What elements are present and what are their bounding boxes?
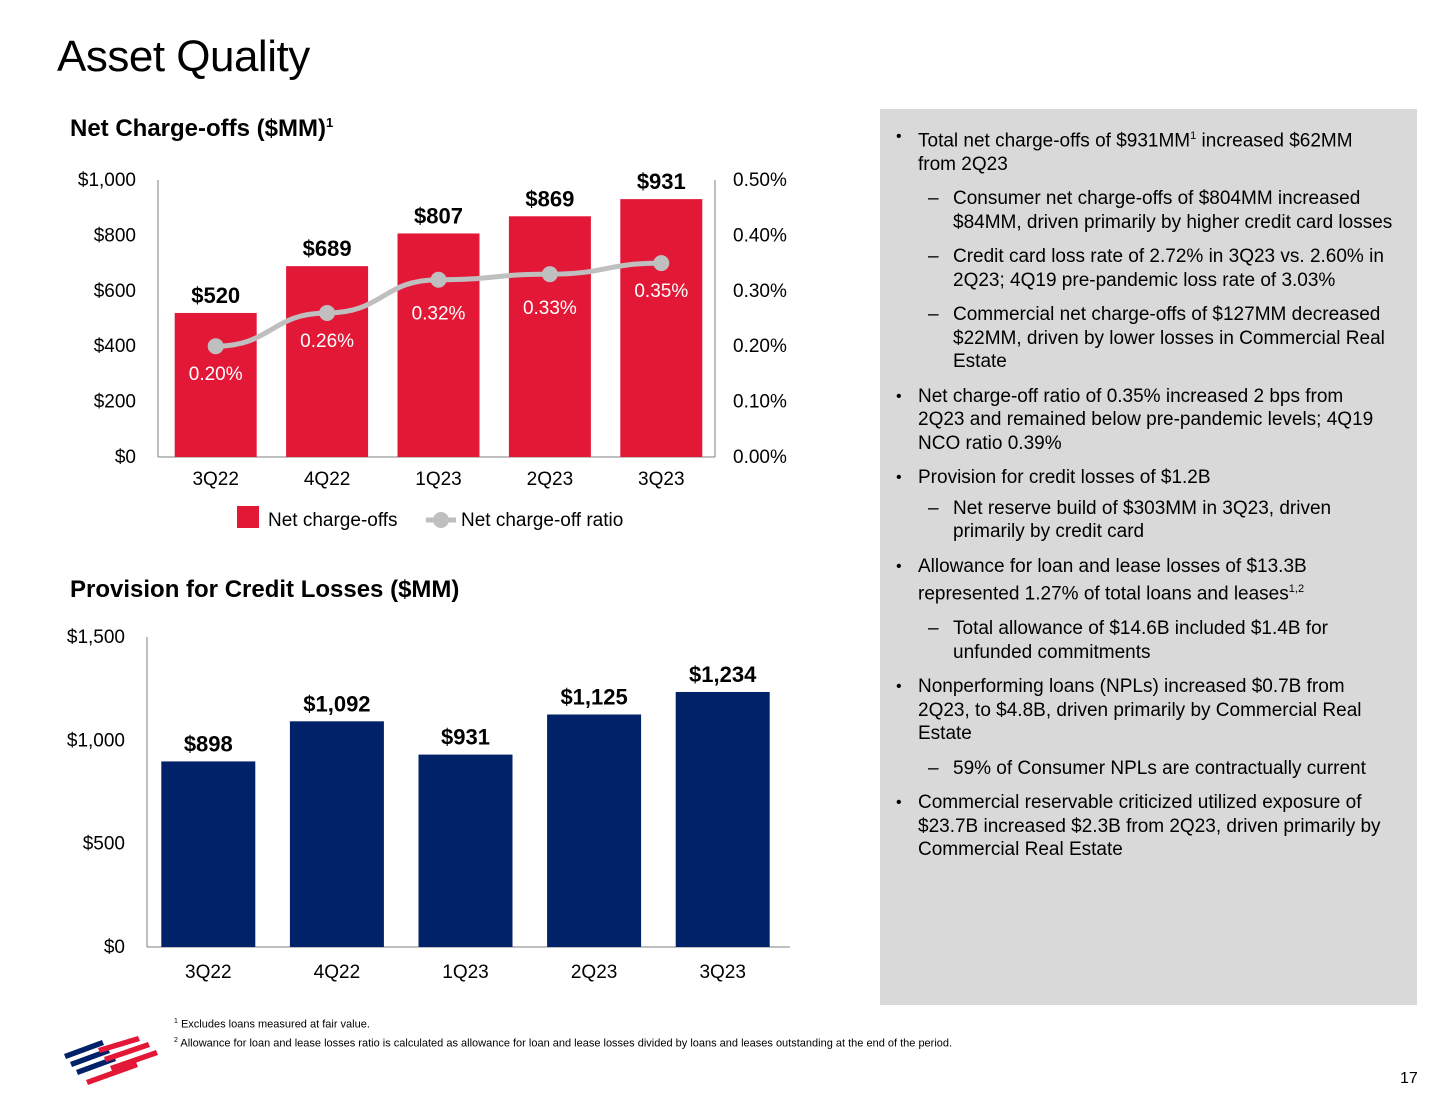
x-tick-label: 1Q23 — [442, 962, 488, 983]
ratio-label: 0.32% — [412, 304, 466, 325]
footnote: 1 Excludes loans measured at fair value. — [174, 1014, 952, 1033]
bullet-text-cont: increased $62MM from 2Q23 — [918, 130, 1353, 175]
y2-tick-label: 0.30% — [733, 281, 787, 302]
sub-bullet-item: Commercial net charge-offs of $127MM dec… — [896, 303, 1393, 374]
y-tick-label: $0 — [115, 447, 136, 468]
bullet-footnote: 1,2 — [1288, 583, 1305, 596]
nco-chart-title-footnote: 1 — [326, 115, 334, 130]
bullet-item: Commercial reservable criticized utilize… — [896, 791, 1393, 862]
ratio-label: 0.20% — [189, 364, 243, 385]
footnote-number: 1 — [174, 1018, 178, 1025]
nco-bar — [286, 266, 369, 457]
ratio-point — [653, 255, 670, 272]
sub-bullet-item: Consumer net charge-offs of $804MM incre… — [896, 187, 1393, 234]
legend-swatch-bars — [237, 506, 259, 528]
sub-bullet-item: 59% of Consumer NPLs are contractually c… — [896, 757, 1393, 781]
legend-label-bars: Net charge-offs — [268, 510, 398, 531]
legend-label-line: Net charge-off ratio — [461, 510, 623, 531]
y-tick-label: $500 — [83, 834, 125, 855]
y-tick-label: $200 — [94, 392, 136, 413]
x-tick-label: 2Q23 — [527, 469, 573, 490]
y-tick-label: $400 — [94, 336, 136, 357]
bullet-text: Allowance for loan and lease losses of $… — [918, 555, 1307, 605]
ratio-label: 0.33% — [523, 298, 577, 319]
ratio-label: 0.26% — [300, 331, 354, 352]
nco-bar-label: $931 — [637, 169, 686, 194]
nco-bar-label: $869 — [525, 186, 574, 211]
provision-chart-title: Provision for Credit Losses ($MM) — [70, 576, 460, 603]
footnote: 2 Allowance for loan and lease losses ra… — [174, 1033, 952, 1052]
page-title: Asset Quality — [57, 32, 310, 81]
x-tick-label: 3Q23 — [638, 469, 684, 490]
footnote-text: Excludes loans measured at fair value. — [180, 1018, 370, 1031]
nco-chart-title: Net Charge-offs ($MM)1 — [70, 115, 333, 143]
ratio-point — [430, 271, 447, 288]
nco-bar-label: $520 — [191, 283, 240, 308]
y2-tick-label: 0.20% — [733, 336, 787, 357]
x-tick-label: 3Q22 — [185, 962, 231, 983]
provision-bar-label: $898 — [184, 731, 233, 756]
bullet-text: Total net charge-offs of $931MM — [918, 130, 1191, 152]
y2-tick-label: 0.50% — [733, 170, 787, 191]
legend-swatch-point — [433, 512, 449, 528]
ratio-point — [319, 304, 336, 321]
sub-bullet-item: Net reserve build of $303MM in 3Q23, dri… — [896, 497, 1393, 544]
bullet-item: Provision for credit losses of $1.2B — [896, 466, 1393, 490]
nco-bar — [174, 312, 257, 457]
x-tick-label: 3Q22 — [192, 469, 238, 490]
x-tick-label: 4Q22 — [314, 962, 360, 983]
x-tick-label: 4Q22 — [304, 469, 350, 490]
footnote-text: Allowance for loan and lease losses rati… — [180, 1037, 953, 1050]
bullet-item: Nonperforming loans (NPLs) increased $0.… — [896, 675, 1393, 746]
provision-bar-label: $1,125 — [560, 685, 627, 710]
y-tick-label: $800 — [94, 225, 136, 246]
sub-bullet-item: Credit card loss rate of 2.72% in 3Q23 v… — [896, 245, 1393, 292]
commentary-panel: Total net charge-offs of $931MM1 increas… — [880, 109, 1417, 1005]
nco-bar-label: $807 — [414, 203, 463, 228]
y2-tick-label: 0.40% — [733, 225, 787, 246]
provision-bar-label: $1,092 — [303, 691, 370, 716]
provision-bar — [161, 761, 256, 947]
provision-bar — [289, 721, 384, 947]
provision-bar — [547, 714, 642, 947]
footnotes: 1 Excludes loans measured at fair value.… — [174, 1014, 952, 1052]
nco-bar-label: $689 — [303, 236, 352, 261]
ratio-point — [541, 266, 558, 283]
nco-bar — [508, 216, 591, 457]
y-tick-label: $600 — [94, 281, 136, 302]
x-tick-label: 1Q23 — [415, 469, 461, 490]
nco-chart-title-text: Net Charge-offs ($MM) — [70, 115, 326, 142]
bullet-item: Allowance for loan and lease losses of $… — [896, 555, 1393, 606]
provision-chart: $0 $500 $1,000 $1,500 $898 3Q22 $1,092 4Q22 $931… — [67, 627, 790, 983]
y2-tick-label: 0.10% — [733, 392, 787, 413]
nco-bar — [620, 199, 703, 457]
y2-tick-label: 0.00% — [733, 447, 787, 468]
y-tick-label: $1,000 — [78, 170, 136, 191]
provision-bar-label: $931 — [441, 725, 490, 750]
page-number: 17 — [1400, 1070, 1418, 1087]
footnote-number: 2 — [174, 1037, 178, 1045]
y-tick-label: $1,500 — [67, 627, 125, 648]
bank-flag-logo — [64, 1036, 158, 1085]
x-tick-label: 2Q23 — [571, 962, 617, 983]
provision-bar — [418, 754, 513, 947]
x-tick-label: 3Q23 — [699, 962, 745, 983]
y-tick-label: $0 — [104, 937, 125, 958]
net-charge-offs-chart: $0 $200 $400 $600 $800 $1,000 0.00% 0.10% 0.20% 0… — [78, 169, 787, 531]
sub-bullet-item: Total allowance of $14.6B included $1.4B… — [896, 617, 1393, 664]
bullet-footnote: 1 — [1190, 130, 1197, 142]
ratio-label: 0.35% — [634, 281, 688, 302]
nco-bar — [397, 233, 480, 457]
bullet-item: Total net charge-offs of $931MM1 increas… — [896, 125, 1393, 176]
provision-bar-label: $1,234 — [689, 662, 757, 687]
ratio-point — [207, 338, 224, 355]
bullet-item: Net charge-off ratio of 0.35% increased … — [896, 385, 1393, 456]
provision-bar — [675, 691, 770, 947]
y-tick-label: $1,000 — [67, 730, 125, 751]
